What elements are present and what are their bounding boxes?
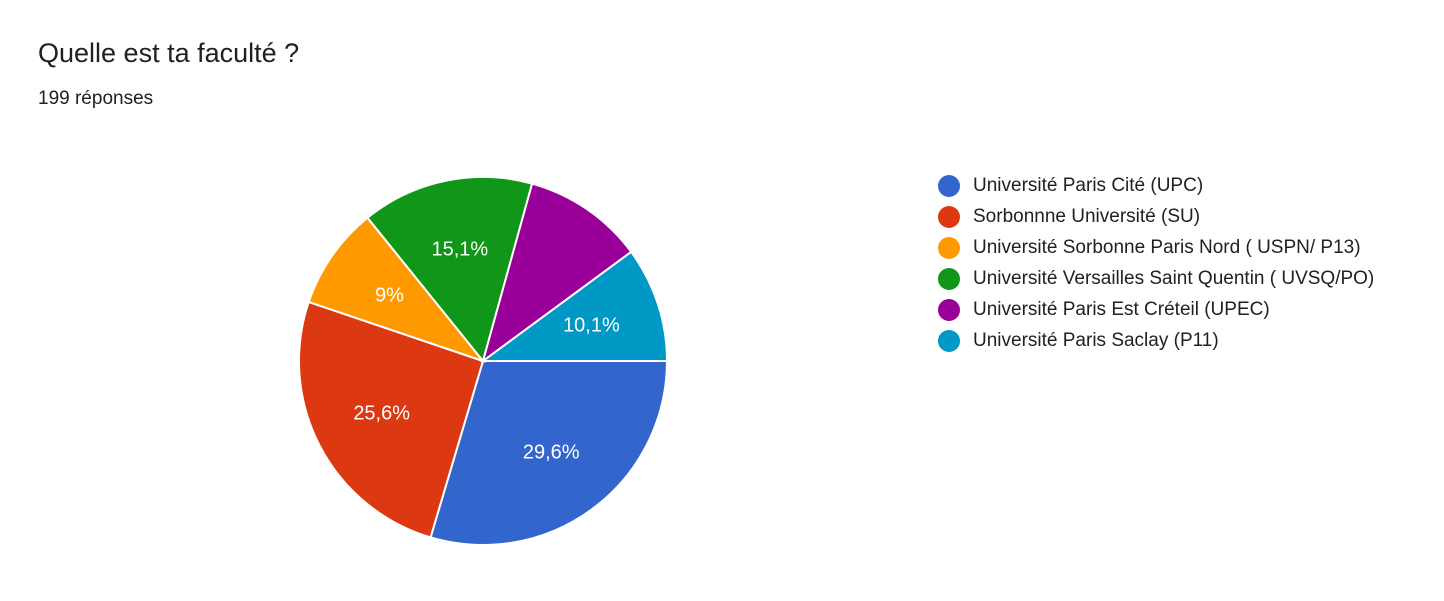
chart-legend: Université Paris Cité (UPC) Sorbonnne Uni… <box>938 172 1418 358</box>
slice-percent-label: 10,1% <box>563 314 620 336</box>
pie-slice-3[interactable] <box>307 216 486 364</box>
slice-percent-label: 15,1% <box>432 238 489 260</box>
slice-percent-label: 29,6% <box>523 441 580 463</box>
question-title: Quelle est ta faculté ? <box>38 38 300 68</box>
slice-percent-label: 9% <box>375 285 404 307</box>
legend-label: Université Paris Saclay (P11) <box>973 330 1219 351</box>
pie-slice-2[interactable] <box>298 300 485 539</box>
legend-item[interactable]: Université Paris Cité (UPC) <box>938 172 1418 200</box>
legend-swatch-icon <box>938 237 960 259</box>
pie-slice-1[interactable] <box>429 360 669 546</box>
legend-label: Sorbonnne Université (SU) <box>973 206 1201 227</box>
legend-swatch-icon <box>938 175 960 197</box>
pie-slice-6[interactable] <box>479 250 669 362</box>
legend-item[interactable]: Université Paris Saclay (P11) <box>938 327 1418 355</box>
legend-item[interactable]: Sorbonnne Université (SU) <box>938 203 1418 231</box>
legend-item[interactable]: Université Paris Est Créteil (UPEC) <box>938 296 1418 324</box>
pie-slice-5[interactable] <box>481 182 633 364</box>
legend-swatch-icon <box>938 268 960 290</box>
slice-percent-label: 25,6% <box>353 402 410 424</box>
legend-swatch-icon <box>938 299 960 321</box>
legend-label: Université Sorbonne Paris Nord ( USPN/ P… <box>973 237 1361 258</box>
legend-item[interactable]: Université Sorbonne Paris Nord ( USPN/ P… <box>938 234 1418 262</box>
response-count: 199 réponses <box>38 88 154 109</box>
legend-item[interactable]: Université Versailles Saint Quentin ( UV… <box>938 265 1418 293</box>
legend-swatch-icon <box>938 330 960 352</box>
legend-label: Université Paris Est Créteil (UPEC) <box>973 299 1270 320</box>
pie-slice-4[interactable] <box>366 176 534 364</box>
legend-swatch-icon <box>938 206 960 228</box>
legend-label: Université Paris Cité (UPC) <box>973 175 1204 196</box>
legend-label: Université Versailles Saint Quentin ( UV… <box>973 268 1375 289</box>
